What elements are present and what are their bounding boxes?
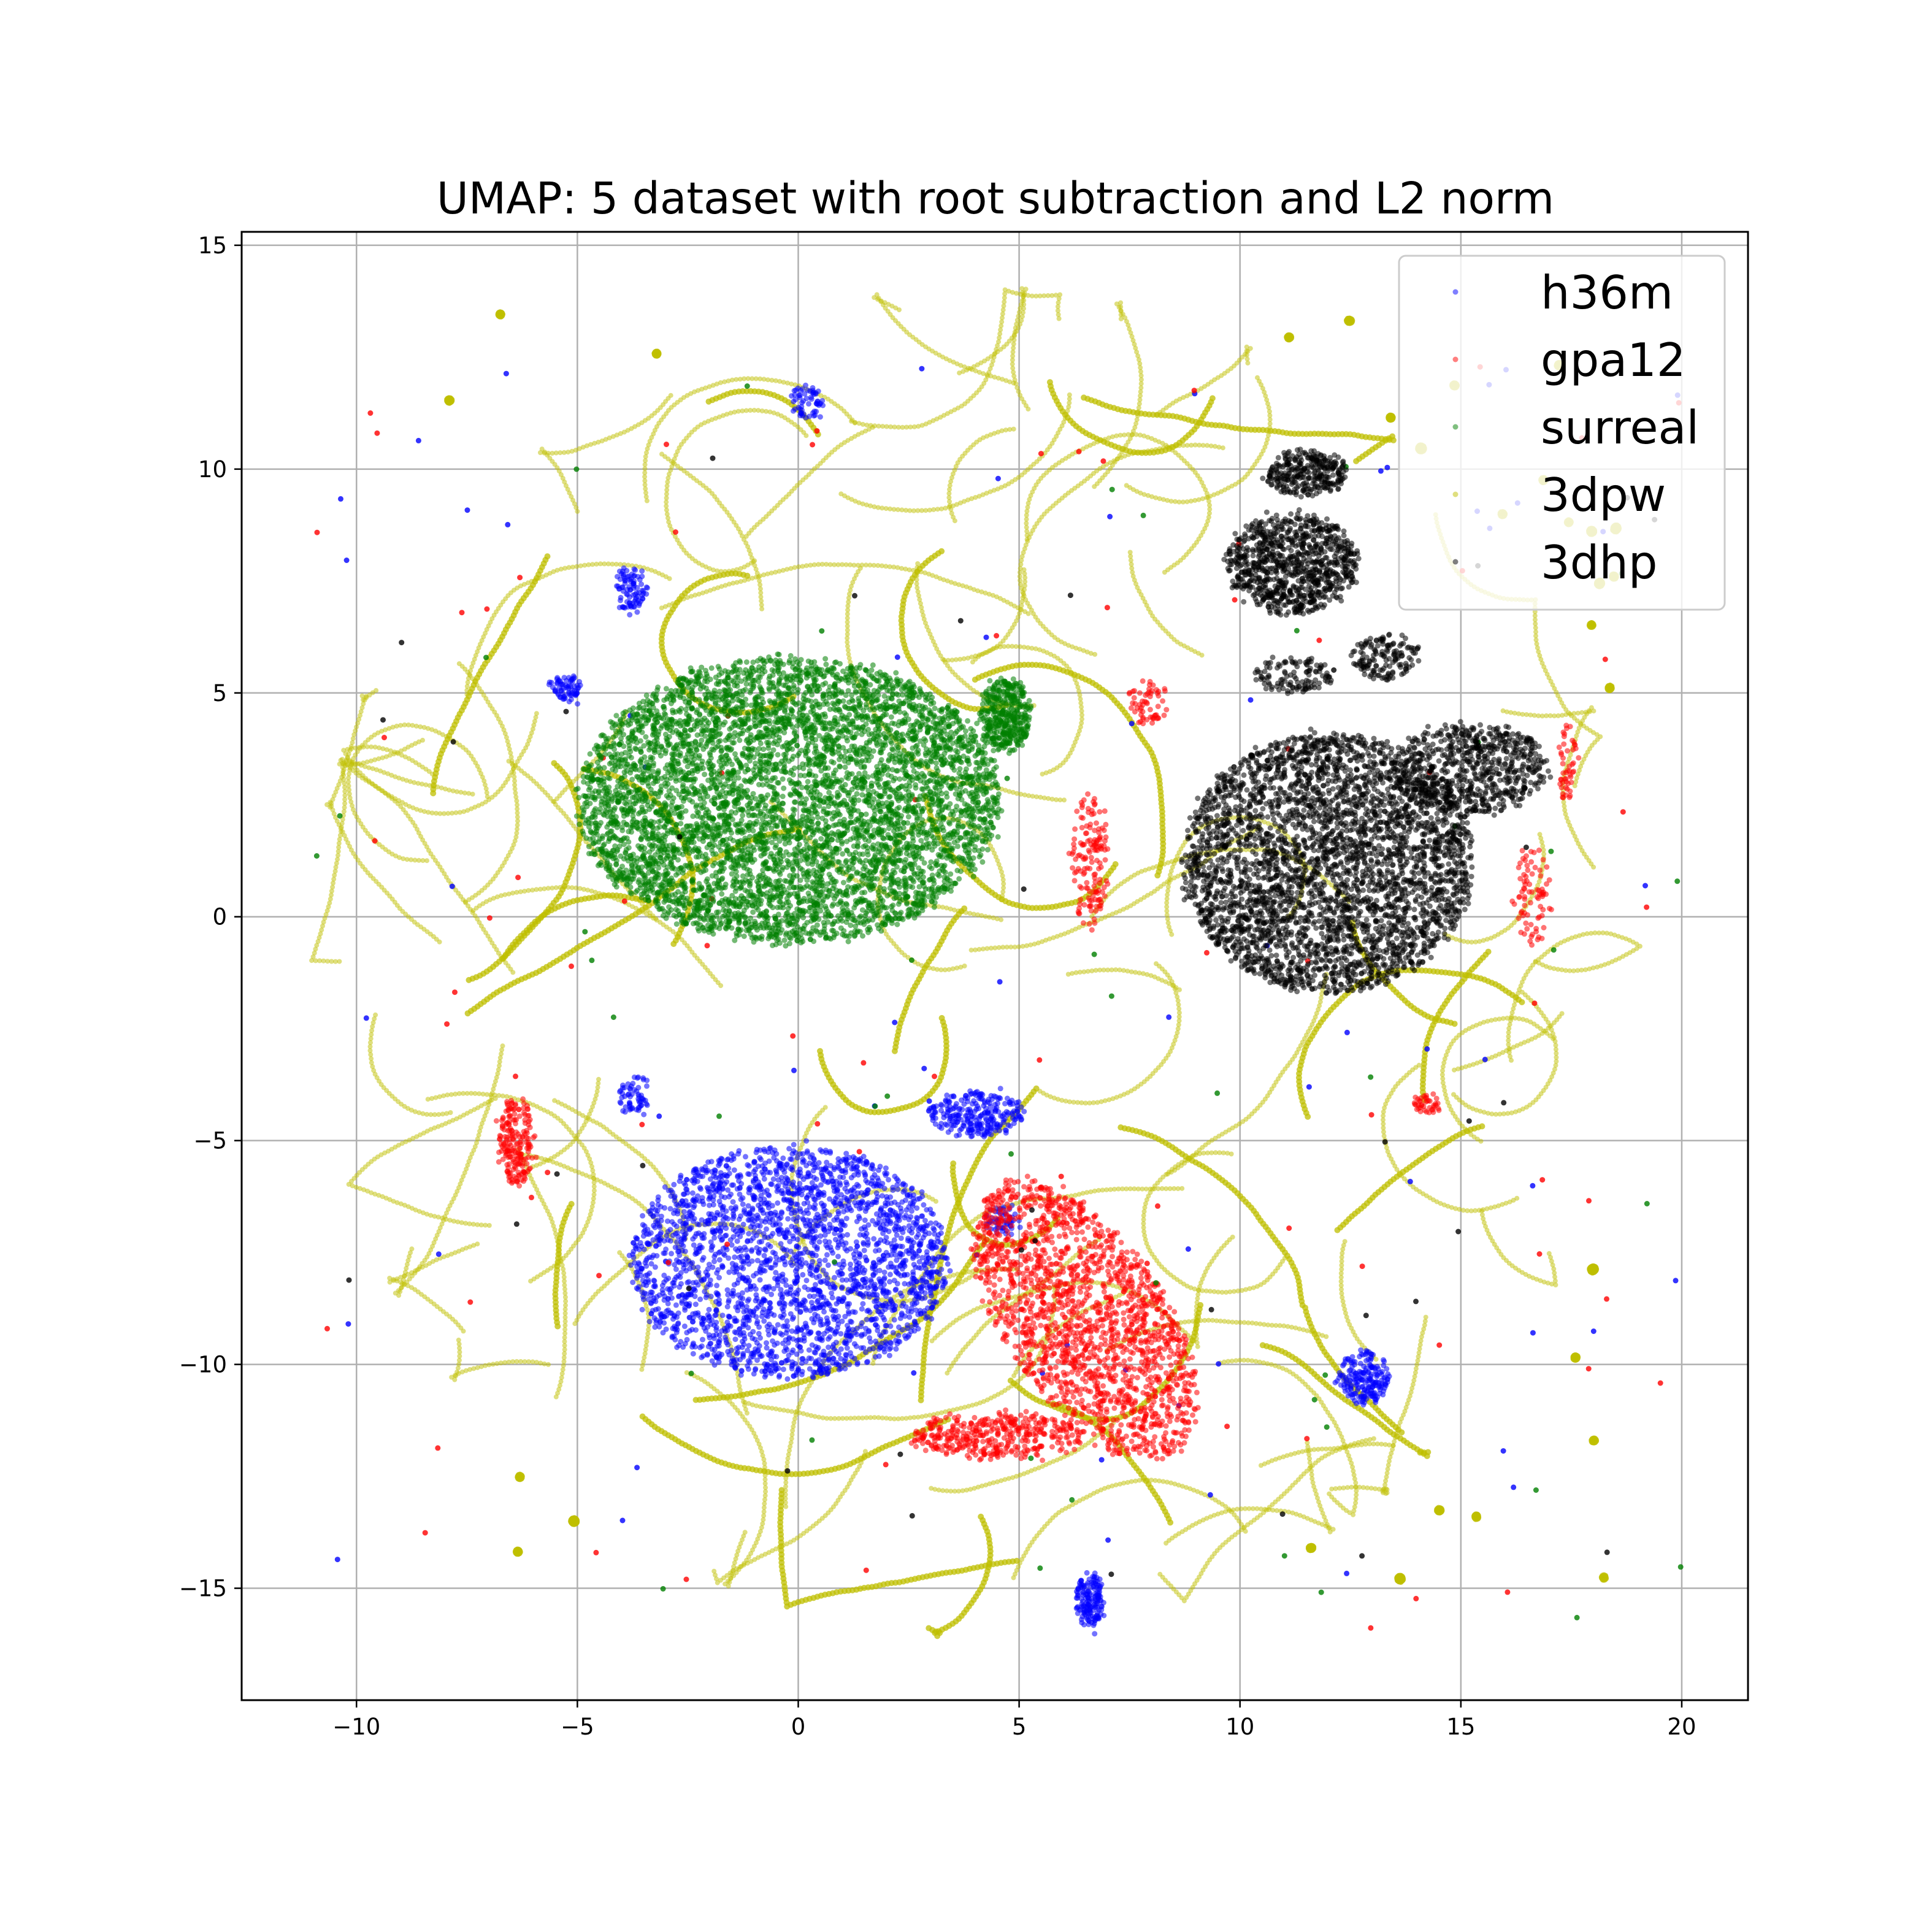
data-point-3dpw — [374, 688, 378, 693]
data-point-3dpw — [1154, 961, 1159, 966]
data-point-3dpw — [1008, 1378, 1014, 1384]
data-point-3dpw — [645, 499, 650, 504]
data-point-3dpw — [838, 491, 843, 496]
data-point-3dpw — [823, 1105, 828, 1110]
data-point-3dpw — [803, 433, 808, 438]
data-point-3dpw — [1591, 865, 1596, 870]
data-point-3dpw — [939, 1015, 945, 1021]
data-point-3dpw — [1417, 1449, 1423, 1455]
data-point-3dpw — [409, 1246, 414, 1251]
data-point-3dpw — [918, 1397, 924, 1403]
data-point-3dpw — [1590, 1265, 1597, 1271]
data-point-3dpw — [1371, 1436, 1376, 1441]
data-point-3dpw — [1353, 458, 1359, 464]
chart-title: UMAP: 5 dataset with root subtraction an… — [437, 173, 1554, 224]
data-point-3dpw — [1590, 621, 1595, 626]
data-point-3dpw — [450, 397, 454, 402]
data-point-3dpw — [514, 1551, 519, 1555]
data-point-3dpw — [745, 1411, 749, 1416]
data-point-3dpw — [528, 1279, 533, 1284]
data-point-3dpw — [551, 760, 557, 766]
data-point-3dpw — [744, 534, 749, 539]
data-point-3dpw — [420, 738, 425, 743]
data-point-3dpw — [1571, 1357, 1576, 1362]
data-point-3dpw — [706, 399, 712, 405]
data-point-3dpw — [475, 1241, 480, 1246]
data-point-3dpw — [669, 393, 673, 398]
data-point-3dpw — [1451, 1092, 1456, 1097]
data-point-3dpw — [1400, 1577, 1406, 1583]
data-point-3dpw — [1022, 567, 1027, 572]
data-point-3dpw — [897, 307, 902, 312]
data-point-3dpw — [519, 1477, 524, 1482]
data-point-3dpw — [863, 1449, 868, 1454]
data-point-3dpw — [1011, 1575, 1016, 1580]
data-point-3dpw — [1474, 1512, 1479, 1517]
data-point-3dpw — [640, 1414, 646, 1420]
data-point-3dpw — [659, 451, 664, 456]
data-point-3dpw — [1439, 1509, 1444, 1514]
data-point-3dpw — [1592, 1435, 1597, 1440]
data-point-3dpw — [1229, 1152, 1234, 1157]
data-point-3dpw — [961, 905, 967, 911]
data-point-3dpw — [929, 1486, 933, 1491]
data-point-3dpw — [1221, 445, 1225, 450]
data-point-3dpw — [1514, 1196, 1519, 1201]
data-point-3dpw — [1092, 484, 1097, 489]
data-point-3dpw — [1163, 1541, 1168, 1546]
data-point-3dpw — [1560, 1011, 1565, 1016]
